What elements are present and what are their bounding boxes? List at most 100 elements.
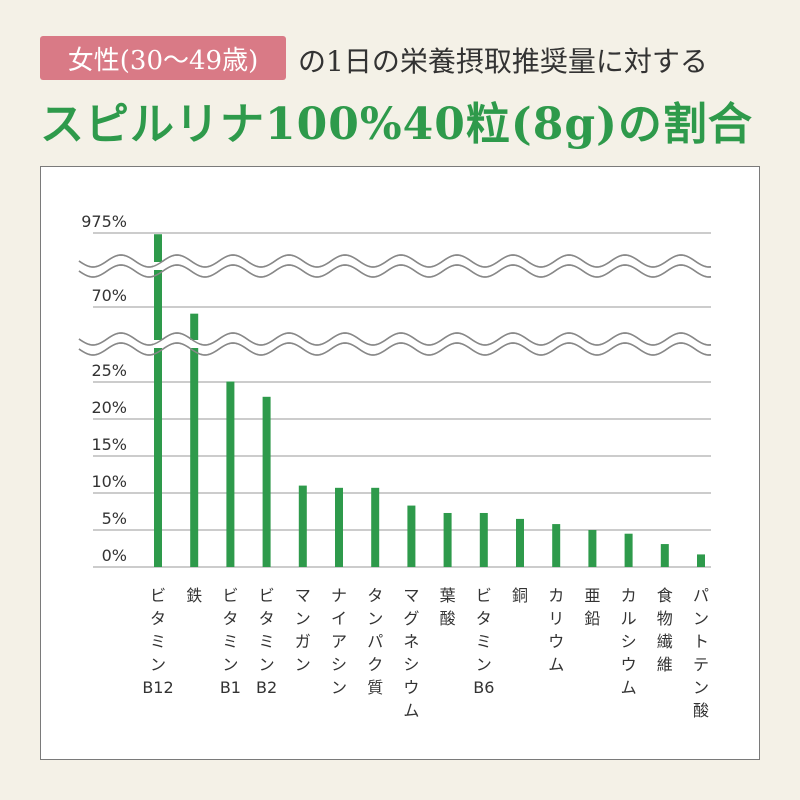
category-label: タ xyxy=(476,609,492,628)
category-label: タ xyxy=(367,586,383,605)
category-label: 維 xyxy=(657,655,673,674)
category-label: ビ xyxy=(259,586,275,605)
category-label: 繊 xyxy=(657,632,673,651)
category-label: ミ xyxy=(259,632,275,651)
bar-break-gap xyxy=(189,340,200,348)
category-label: 酸 xyxy=(440,609,456,628)
bar xyxy=(371,487,380,567)
category-label: ガ xyxy=(295,632,311,651)
axis-break-line-top xyxy=(78,332,712,346)
category-label: シ xyxy=(621,632,637,651)
bar xyxy=(479,512,488,567)
category-label: ウ xyxy=(403,678,419,697)
chart-panel: 0% 5% 10% 15% 20% 25% 70% 975% ビタミン B12 鉄ビタミン B1 ビタミ… xyxy=(40,166,760,760)
bar xyxy=(552,524,561,567)
category-label: ビ xyxy=(222,586,238,605)
axis-break-line-top xyxy=(78,342,712,356)
category-label: B1 xyxy=(220,678,241,697)
category-label: B6 xyxy=(473,678,494,697)
axis-break-line-top xyxy=(78,264,712,278)
bar-break-gap xyxy=(153,340,163,348)
category-label: ム xyxy=(548,655,564,674)
bar xyxy=(154,234,162,568)
category-label: ナ xyxy=(331,586,347,605)
category-label: シ xyxy=(403,655,419,674)
category-label: ン xyxy=(222,655,238,674)
category-label: ク xyxy=(367,655,383,674)
category-label: イ xyxy=(331,609,347,628)
category-label: カ xyxy=(548,586,564,605)
bar xyxy=(516,518,524,567)
bar xyxy=(335,487,343,567)
category-label: ト xyxy=(693,632,709,651)
category-label: リ xyxy=(548,609,564,628)
bar xyxy=(407,505,416,567)
category-label: ン xyxy=(693,678,709,697)
category-label: ウ xyxy=(548,632,564,651)
category-label: 物 xyxy=(657,609,673,628)
category-label: ン xyxy=(295,609,311,628)
category-label: 酸 xyxy=(693,701,709,720)
category-label: タ xyxy=(150,609,166,628)
badge-text: 女性(30〜49歳) xyxy=(67,45,259,76)
category-label: ネ xyxy=(403,632,419,651)
category-label: ビ xyxy=(476,586,492,605)
y-tick-label: 20% xyxy=(91,398,127,417)
bar xyxy=(697,554,705,567)
category-label: ン xyxy=(150,655,166,674)
category-label: 銅 xyxy=(512,586,528,605)
category-label: ン xyxy=(295,655,311,674)
bar xyxy=(660,544,669,567)
category-label: ビ xyxy=(150,586,166,605)
category-label: 葉 xyxy=(440,586,456,605)
category-label: ン xyxy=(476,655,492,674)
bar xyxy=(588,530,597,567)
bar xyxy=(443,512,452,567)
bar xyxy=(624,533,633,567)
category-label: パ xyxy=(693,586,709,605)
category-label: ム xyxy=(403,701,419,720)
bar xyxy=(190,313,199,567)
category-label: マ xyxy=(403,586,419,605)
category-label: 質 xyxy=(367,678,383,697)
y-tick-label: 10% xyxy=(91,472,127,491)
category-label: B12 xyxy=(142,678,173,697)
category-label: ン xyxy=(367,609,383,628)
axis-break-line-top xyxy=(78,254,712,268)
category-label: パ xyxy=(367,632,383,651)
category-label: ミ xyxy=(476,632,492,651)
category-label: 食 xyxy=(657,586,673,605)
y-tick-label: 15% xyxy=(91,435,127,454)
bar xyxy=(262,396,271,567)
bar xyxy=(298,485,307,567)
category-label: 鉛 xyxy=(584,609,600,628)
category-label: ム xyxy=(621,678,637,697)
header-subtitle: の1日の栄養摂取推奨量に対する xyxy=(298,45,708,78)
category-label: ル xyxy=(621,609,637,628)
category-label: タ xyxy=(259,609,275,628)
bar-break-gap xyxy=(153,262,163,270)
category-label: タ xyxy=(222,609,238,628)
category-label: ミ xyxy=(150,632,166,651)
category-label: マ xyxy=(295,586,311,605)
category-label: 鉄 xyxy=(186,586,202,605)
y-tick-label: 70% xyxy=(91,286,127,305)
y-tick-label: 0% xyxy=(102,546,127,565)
y-tick-label: 975% xyxy=(81,212,127,231)
category-label: グ xyxy=(403,609,419,628)
category-label: カ xyxy=(621,586,637,605)
category-label: 亜 xyxy=(584,586,600,605)
category-label: B2 xyxy=(256,678,277,697)
category-label: テ xyxy=(693,655,709,674)
category-label: シ xyxy=(331,655,347,674)
category-label: ウ xyxy=(621,655,637,674)
y-tick-label: 25% xyxy=(91,361,127,380)
category-label: ミ xyxy=(222,632,238,651)
category-label: ア xyxy=(331,632,347,651)
bar xyxy=(226,381,235,567)
headline-title: スピルリナ100%40粒(8g)の割合 xyxy=(40,99,753,150)
category-label: ン xyxy=(331,678,347,697)
category-label: ン xyxy=(693,609,709,628)
header-badge: 女性(30〜49歳) xyxy=(40,36,286,80)
